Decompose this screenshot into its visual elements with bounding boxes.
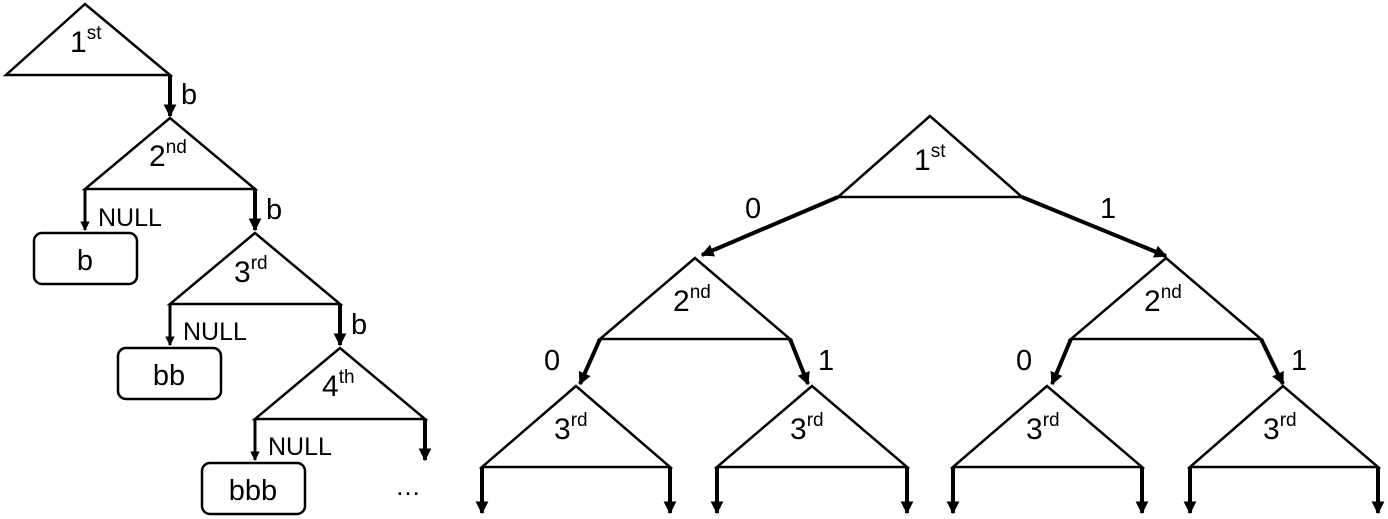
node-label: 3rd — [1263, 410, 1297, 446]
right-node-2nd-left: 2nd — [596, 256, 794, 341]
branch-arrow — [1050, 338, 1073, 386]
node-label: 2nd — [1144, 282, 1182, 318]
edge-label: b — [351, 309, 367, 341]
right-node-3rd-a: 3rd — [478, 384, 674, 469]
leaf-box — [200, 461, 307, 516]
edge-label: b — [266, 194, 282, 226]
node-triangle — [834, 114, 1026, 199]
left-node-1st: 1st — [2, 2, 174, 77]
left-tree: 1st b 2nd NULL b b 3rd NULL bb b 4th — [2, 2, 432, 516]
left-node-4th: 4th — [251, 346, 429, 421]
node-label: 1st — [914, 141, 946, 177]
node-triangle — [81, 116, 259, 191]
node-label: 3rd — [554, 410, 588, 446]
node-triangle — [1067, 256, 1265, 341]
null-label: NULL — [268, 433, 332, 461]
branch-arrow — [700, 195, 839, 257]
branch-arrow — [578, 338, 602, 386]
node-triangle — [713, 384, 911, 469]
right-node-3rd-c: 3rd — [949, 384, 1146, 469]
node-label: 3rd — [1026, 410, 1060, 446]
right-node-3rd-d: 3rd — [1186, 384, 1382, 469]
node-label: 4th — [322, 367, 355, 403]
branch-label: 1 — [1291, 345, 1307, 377]
leaf-label: b — [77, 245, 93, 277]
node-label: 3rd — [790, 410, 824, 446]
left-node-3rd: 3rd — [166, 231, 344, 306]
node-label: 1st — [70, 23, 102, 59]
node-triangle — [478, 384, 674, 469]
node-triangle — [596, 256, 794, 341]
ellipsis: … — [395, 471, 423, 501]
node-triangle — [949, 384, 1146, 469]
node-triangle — [166, 231, 344, 306]
null-label: NULL — [98, 204, 162, 232]
right-tree: 1st 0 1 2nd 0 1 2nd 0 1 3rd — [475, 114, 1385, 515]
left-node-2nd: 2nd — [81, 116, 259, 191]
right-node-1st: 1st — [834, 114, 1026, 199]
branch-label: 0 — [544, 345, 560, 377]
branch-label: 0 — [745, 193, 761, 225]
leaf-label: bb — [153, 360, 185, 392]
node-triangle — [1186, 384, 1382, 469]
node-label: 2nd — [149, 137, 187, 173]
branch-label: 1 — [818, 345, 834, 377]
branch-arrow — [1259, 338, 1285, 386]
node-triangle — [251, 346, 429, 421]
leaf-box — [116, 346, 223, 401]
node-triangle — [2, 2, 174, 77]
right-node-3rd-b: 3rd — [713, 384, 911, 469]
branch-label: 1 — [1100, 193, 1116, 225]
branch-arrow — [788, 338, 810, 386]
leaf-box — [32, 231, 139, 286]
edge-label: b — [181, 79, 197, 111]
right-node-2nd-right: 2nd — [1067, 256, 1265, 341]
null-label: NULL — [183, 318, 247, 346]
node-label: 3rd — [234, 253, 268, 289]
node-label: 2nd — [673, 282, 711, 318]
leaf-label: bbb — [229, 475, 277, 507]
branch-label: 0 — [1016, 345, 1032, 377]
branch-arrow — [1021, 195, 1168, 258]
